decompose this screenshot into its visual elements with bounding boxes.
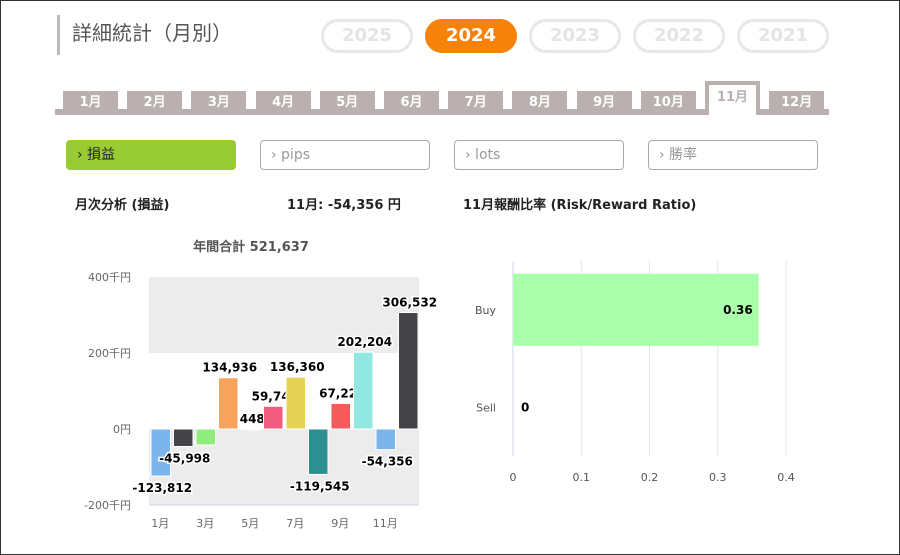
metric-button-1[interactable]: › pips [260, 140, 430, 170]
data-label: 0.36 [723, 303, 753, 317]
monthly-pl-chart: 年間合計 521,637 400千円 200千円 0円 -200千円-123,812 -4… [84, 239, 439, 530]
data-label: 306,532 [382, 296, 437, 310]
metric-button-0[interactable]: › 損益 [66, 140, 236, 170]
bar-month-9 [330, 402, 351, 430]
x-tick-label: 0.4 [777, 471, 795, 484]
tab-month-1[interactable]: 1月 [63, 91, 118, 115]
plot-band [149, 429, 419, 505]
data-label: 136,360 [270, 360, 325, 374]
year-2025[interactable]: 2025 [321, 19, 413, 53]
x-tick-label: 0.1 [573, 471, 591, 484]
bar-month-10 [353, 351, 374, 430]
risk-reward-chart: 0 0.1 0.2 0.3 0.4 Buy 0.36 Sell 0 [475, 261, 795, 484]
bar-month-12 [398, 312, 419, 430]
year-2022[interactable]: 2022 [633, 19, 725, 53]
data-label: 134,936 [202, 361, 257, 375]
data-label: -119,545 [290, 479, 350, 493]
x-tick-label: 11月 [373, 517, 398, 530]
x-tick-label: 0.3 [709, 471, 727, 484]
data-label: 448 [240, 412, 265, 426]
y-tick-label: -200千円 [84, 499, 131, 512]
tab-month-4[interactable]: 4月 [255, 91, 311, 115]
month-tabs: 1月 2月 3月 4月 5月 6月 7月 8月 9月 10月 11月 12月 [55, 81, 829, 115]
x-tick-label: 9月 [331, 517, 349, 530]
chart-title: 年間合計 521,637 [193, 239, 309, 255]
bar-month-8 [308, 428, 329, 475]
tab-month-5[interactable]: 5月 [319, 91, 375, 115]
bar-month-5 [240, 428, 261, 431]
tab-month-10[interactable]: 10月 [640, 91, 696, 115]
year-2024[interactable]: 2024 [425, 19, 517, 53]
x-tick-label: 1月 [151, 517, 169, 530]
data-label: -45,998 [159, 451, 210, 465]
data-label: 0 [521, 400, 529, 414]
year-2021[interactable]: 2021 [737, 19, 829, 53]
tab-month-7[interactable]: 7月 [448, 91, 504, 115]
bar-month-1 [150, 428, 171, 477]
ratio-heading: 11月報酬比率 (Risk/Reward Ratio) [463, 198, 697, 213]
tab-month-9[interactable]: 9月 [576, 91, 632, 115]
x-tick-label: 5月 [241, 517, 259, 530]
metric-button-3[interactable]: › 勝率 [648, 140, 818, 170]
data-label: -54,356 [362, 455, 413, 469]
bar-month-7 [285, 376, 306, 430]
page-title: 詳細統計（月別） [57, 15, 232, 55]
bar-month-3 [195, 428, 216, 446]
metric-button-2[interactable]: › lots [454, 140, 624, 170]
data-label: 202,204 [337, 335, 392, 349]
tab-month-11[interactable]: 11月 [705, 81, 760, 115]
x-tick-label: 3月 [196, 517, 214, 530]
x-tick-label: 0 [510, 471, 517, 484]
bar-buy [513, 273, 759, 346]
monthly-heading: 月次分析 (損益) [75, 198, 170, 213]
x-tick-label: 0.2 [641, 471, 659, 484]
category-label: Buy [475, 304, 497, 317]
year-2023[interactable]: 2023 [529, 19, 621, 53]
bar-month-2 [173, 428, 194, 447]
month-value: 11月: -54,356 円 [287, 198, 401, 213]
bar-month-6 [263, 405, 284, 430]
tab-month-12[interactable]: 12月 [769, 91, 825, 115]
tab-month-6[interactable]: 6月 [384, 91, 439, 115]
y-tick-label: 400千円 [88, 271, 131, 284]
y-tick-label: 0円 [113, 423, 131, 436]
bar-month-11 [375, 428, 396, 451]
x-tick-label: 7月 [286, 517, 304, 530]
tab-month-2[interactable]: 2月 [127, 91, 183, 115]
year-selector: 2025 2024 2023 2022 2021 [321, 19, 829, 53]
bar-month-4 [218, 377, 239, 430]
tab-month-8[interactable]: 8月 [512, 91, 568, 115]
plot-band [149, 277, 419, 353]
category-label: Sell [476, 401, 496, 414]
tab-month-3[interactable]: 3月 [191, 91, 247, 115]
y-tick-label: 200千円 [88, 347, 131, 360]
data-label: -123,812 [132, 481, 192, 495]
